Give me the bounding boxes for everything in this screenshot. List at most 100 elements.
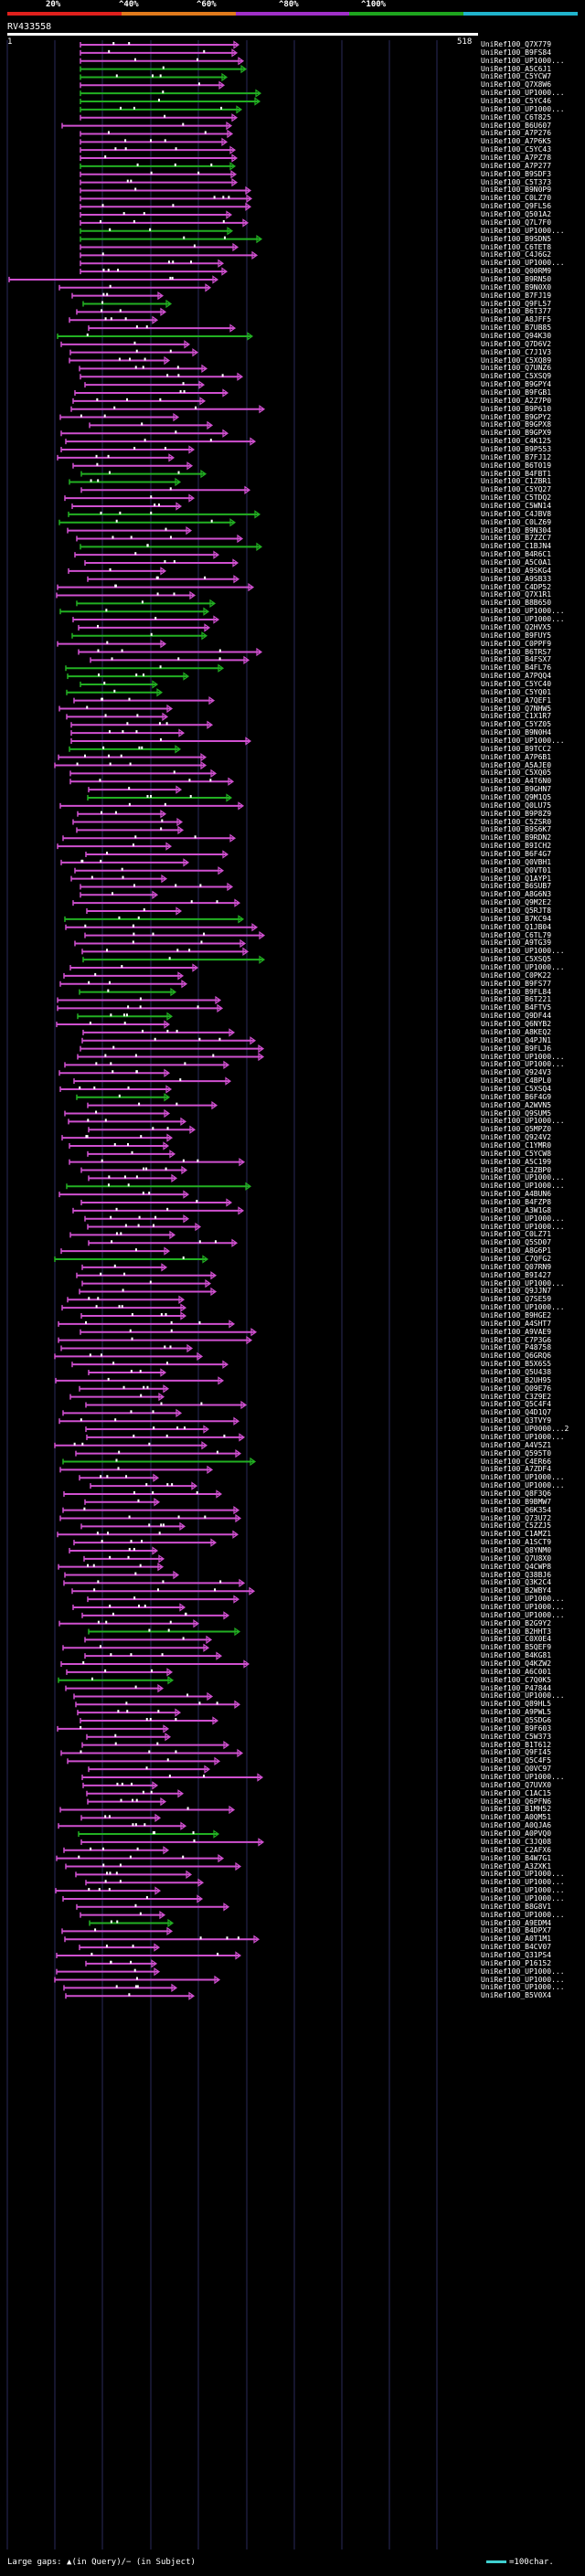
hit-label[interactable]: UniRef100_C5XSQ4	[481, 1084, 552, 1093]
hit-label[interactable]: UniRef100_B9BMW7	[481, 1497, 552, 1506]
hit-label[interactable]: UniRef100_Q7NHW5	[481, 704, 552, 713]
hit-label[interactable]: UniRef100_Q9SUM5	[481, 1108, 552, 1118]
hit-label[interactable]: UniRef100_C6TL79	[481, 930, 552, 939]
hit-label[interactable]: UniRef100_B6T019	[481, 461, 552, 470]
hit-label[interactable]: UniRef100_C4DP52	[481, 582, 552, 591]
hit-label[interactable]: UniRef100_C5YCW8	[481, 1149, 552, 1158]
hit-label[interactable]: UniRef100_C0LZ71	[481, 1230, 552, 1239]
hit-label[interactable]: UniRef100_Q8F3Q6	[481, 1489, 552, 1498]
hit-label[interactable]: UniRef100_Q924V3	[481, 1068, 552, 1077]
hit-label[interactable]: UniRef100_UP1000...	[481, 1910, 565, 1919]
hit-label[interactable]: UniRef100_Q4D1Q7	[481, 1408, 552, 1417]
hit-label[interactable]: UniRef100_Q5SD07	[481, 1238, 552, 1247]
hit-label[interactable]: UniRef100_B4DPX7	[481, 1926, 552, 1935]
hit-label[interactable]: UniRef100_B9GHN7	[481, 785, 552, 794]
hit-label[interactable]: UniRef100_C7Q0K5	[481, 1675, 552, 1684]
hit-label[interactable]: UniRef100_C5XQ05	[481, 769, 552, 778]
hit-label[interactable]: UniRef100_A0PVQ0	[481, 1829, 552, 1839]
hit-label[interactable]: UniRef100_C5YC40	[481, 679, 552, 688]
hit-label[interactable]: UniRef100_UP1000...	[481, 1975, 565, 1984]
hit-label[interactable]: UniRef100_A0T1M1	[481, 1935, 552, 1944]
hit-label[interactable]: UniRef100_C5TDQ2	[481, 493, 552, 503]
hit-label[interactable]: UniRef100_A7P6B1	[481, 752, 552, 761]
hit-label[interactable]: UniRef100_UP1000...	[481, 1222, 565, 1231]
hit-label[interactable]: UniRef100_B9ICH2	[481, 842, 552, 851]
hit-label[interactable]: UniRef100_UP1000...	[481, 1060, 565, 1069]
hit-label[interactable]: UniRef100_A9PWL5	[481, 1708, 552, 1717]
hit-label[interactable]: UniRef100_UP1000...	[481, 1773, 565, 1782]
hit-label[interactable]: UniRef100_Q9M1Q5	[481, 792, 552, 801]
hit-label[interactable]: UniRef100_C5YZ05	[481, 720, 552, 729]
hit-label[interactable]: UniRef100_A9SB33	[481, 574, 552, 583]
hit-label[interactable]: UniRef100_Q6PFN6	[481, 1797, 552, 1806]
hit-label[interactable]: UniRef100_C7QFG2	[481, 1255, 552, 1263]
hit-label[interactable]: UniRef100_Q5U438	[481, 1368, 552, 1377]
hit-label[interactable]: UniRef100_B9P610	[481, 404, 552, 413]
hit-label[interactable]: UniRef100_C6TET8	[481, 242, 552, 251]
hit-label[interactable]: UniRef100_A4V5Z1	[481, 1440, 552, 1449]
hit-label[interactable]: UniRef100_A7P277	[481, 161, 552, 170]
hit-label[interactable]: UniRef100_Q8YNM0	[481, 1545, 552, 1554]
hit-label[interactable]: UniRef100_B6U607	[481, 121, 552, 130]
hit-label[interactable]: UniRef100_C5W373	[481, 1732, 552, 1741]
hit-label[interactable]: UniRef100_Q0LU75	[481, 800, 552, 810]
hit-label[interactable]: UniRef100_A7PQQ4	[481, 672, 552, 681]
hit-label[interactable]: UniRef100_UP1000...	[481, 1117, 565, 1126]
hit-label[interactable]: UniRef100_UP1000...	[481, 1602, 565, 1611]
hit-label[interactable]: UniRef100_Q501A2	[481, 210, 552, 219]
hit-label[interactable]: UniRef100_Q6K354	[481, 1505, 552, 1514]
hit-label[interactable]: UniRef100_UP1000...	[481, 1595, 565, 1604]
hit-label[interactable]: UniRef100_Q9JJN7	[481, 1287, 552, 1296]
hit-label[interactable]: UniRef100_C5XSQ9	[481, 372, 552, 381]
hit-label[interactable]: UniRef100_Q3K2C4	[481, 1578, 552, 1587]
hit-label[interactable]: UniRef100_Q9M2E2	[481, 898, 552, 907]
hit-label[interactable]: UniRef100_A8JFF5	[481, 315, 552, 324]
hit-label[interactable]: UniRef100_Q0VC97	[481, 1765, 552, 1774]
hit-label[interactable]: UniRef100_C5ZSR0	[481, 817, 552, 826]
hit-label[interactable]: UniRef100_B6T377	[481, 307, 552, 316]
hit-label[interactable]: UniRef100_C4BPL0	[481, 1076, 552, 1086]
hit-label[interactable]: UniRef100_B4FSX7	[481, 655, 552, 664]
hit-label[interactable]: UniRef100_Q9FL57	[481, 299, 552, 308]
hit-label[interactable]: UniRef100_UP1000...	[481, 89, 565, 98]
hit-label[interactable]: UniRef100_B9I427	[481, 1270, 552, 1279]
hit-label[interactable]: UniRef100_A7P276	[481, 129, 552, 138]
hit-label[interactable]: UniRef100_C0X0E4	[481, 1635, 552, 1644]
hit-label[interactable]: UniRef100_Q7UVX0	[481, 1780, 552, 1789]
hit-label[interactable]: UniRef100_B9GPY4	[481, 380, 552, 389]
hit-label[interactable]: UniRef100_Q0VT01	[481, 865, 552, 875]
hit-label[interactable]: UniRef100_B9N0X0	[481, 282, 552, 292]
hit-label[interactable]: UniRef100_B9N0H4	[481, 728, 552, 737]
hit-label[interactable]: UniRef100_UP1000...	[481, 1214, 565, 1223]
hit-label[interactable]: UniRef100_P16152	[481, 1958, 552, 1967]
hit-label[interactable]: UniRef100_Q3TVY9	[481, 1416, 552, 1426]
hit-label[interactable]: UniRef100_UP1000...	[481, 56, 565, 65]
hit-label[interactable]: UniRef100_A8KEQ2	[481, 1027, 552, 1036]
hit-label[interactable]: UniRef100_Q595T0	[481, 1448, 552, 1458]
hit-label[interactable]: UniRef100_C7P3G6	[481, 1335, 552, 1344]
hit-label[interactable]: UniRef100_A5C199	[481, 1157, 552, 1166]
hit-label[interactable]: UniRef100_C1ZBR1	[481, 477, 552, 486]
hit-label[interactable]: UniRef100_P47844	[481, 1683, 552, 1692]
hit-label[interactable]: UniRef100_C5WN14	[481, 502, 552, 511]
hit-label[interactable]: UniRef100_UP1000...	[481, 1432, 565, 1441]
hit-label[interactable]: UniRef100_Q7X8W6	[481, 80, 552, 90]
hit-label[interactable]: UniRef100_B9SDF3	[481, 169, 552, 178]
hit-label[interactable]: UniRef100_B4CV07	[481, 1943, 552, 1952]
hit-label[interactable]: UniRef100_Q7L7F0	[481, 217, 552, 227]
hit-label[interactable]: UniRef100_Q31PS4	[481, 1950, 552, 1959]
hit-label[interactable]: UniRef100_A0QM51	[481, 1813, 552, 1822]
hit-label[interactable]: UniRef100_B4W7G1	[481, 1853, 552, 1862]
hit-label[interactable]: UniRef100_Q4PJN1	[481, 1035, 552, 1044]
hit-label[interactable]: UniRef100_B1MH52	[481, 1805, 552, 1814]
hit-label[interactable]: UniRef100_B9N0P9	[481, 186, 552, 195]
hit-label[interactable]: UniRef100_A9VAE9	[481, 1327, 552, 1336]
hit-label[interactable]: UniRef100_UP1000...	[481, 104, 565, 113]
hit-label[interactable]: UniRef100_B4FZP8	[481, 1197, 552, 1206]
hit-label[interactable]: UniRef100_A7ZDF4	[481, 1465, 552, 1474]
hit-label[interactable]: UniRef100_B6F4G9	[481, 1092, 552, 1101]
hit-label[interactable]: UniRef100_B9FS84	[481, 48, 552, 57]
hit-label[interactable]: UniRef100_A4T6N0	[481, 777, 552, 786]
hit-label[interactable]: UniRef100_UP1000...	[481, 1893, 565, 1903]
hit-label[interactable]: UniRef100_B4R6C1	[481, 550, 552, 559]
